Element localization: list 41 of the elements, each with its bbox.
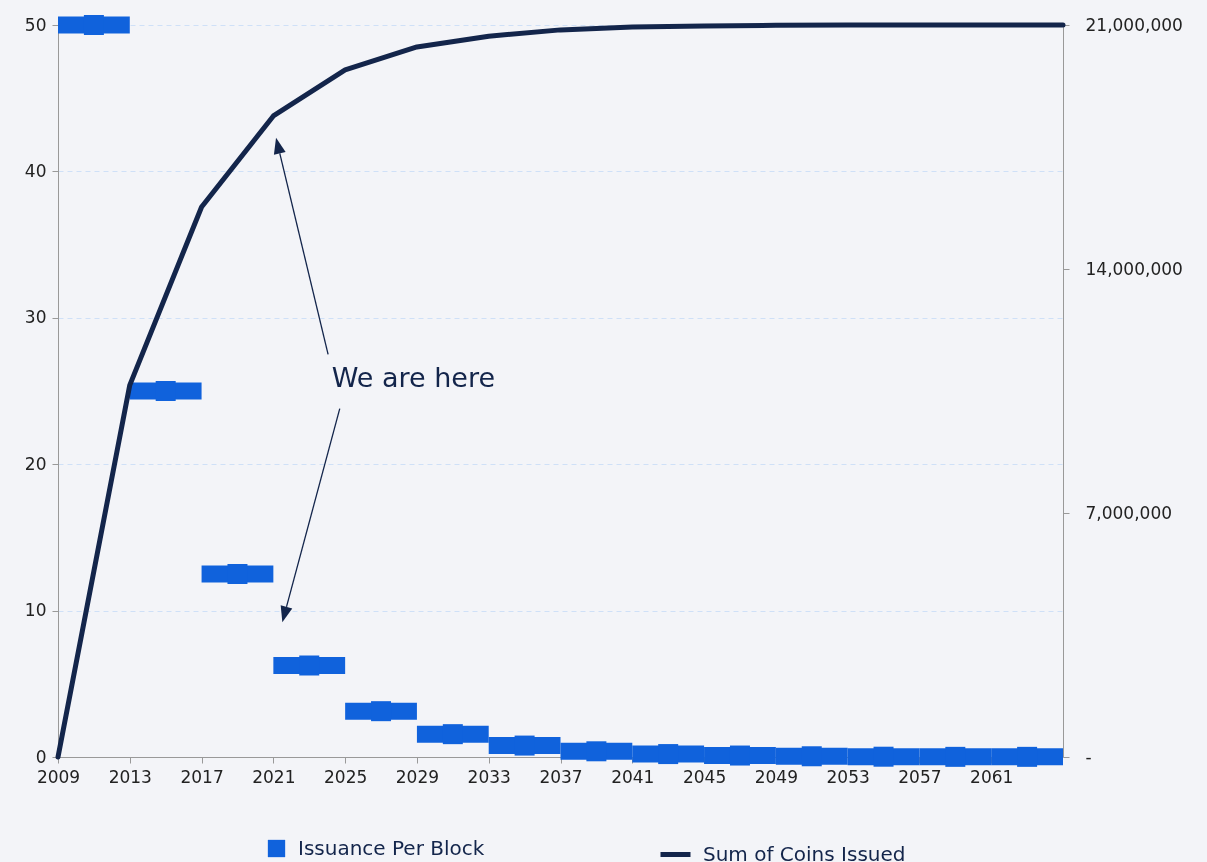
x-tick-label: 2025	[324, 766, 368, 787]
x-tick-label: 2029	[395, 766, 440, 787]
point	[227, 564, 248, 584]
point	[586, 741, 607, 762]
x-tick-label: 2049	[754, 766, 798, 787]
x-tick-label: 2037	[539, 766, 583, 787]
y2-tick-label: 21,000,000	[1085, 14, 1183, 35]
y-tick-label: 30	[24, 307, 47, 328]
point	[658, 744, 679, 765]
point	[801, 746, 822, 767]
point	[299, 655, 320, 676]
point	[442, 724, 463, 745]
point	[514, 735, 535, 756]
y2-tick-label: 14,000,000	[1085, 258, 1183, 279]
x-tick-label: 2009	[36, 766, 81, 787]
x-tick-label: 2033	[467, 766, 511, 787]
x-tick-label: 2021	[252, 766, 296, 787]
point	[1017, 746, 1038, 767]
x-tick-label: 2017	[180, 766, 224, 787]
point	[371, 701, 392, 722]
y-tick-label: 50	[24, 14, 47, 35]
y2-tick-label: 7,000,000	[1085, 502, 1173, 523]
y2-tick-label: -	[1085, 746, 1092, 767]
y-tick-label: 0	[35, 746, 47, 767]
x-tick-label: 2013	[108, 766, 152, 787]
legend-label: Sum of Coins Issued	[703, 841, 906, 862]
legend-label: Issuance Per Block	[298, 835, 485, 860]
point	[945, 746, 966, 767]
point	[83, 15, 104, 35]
y-tick-label: 20	[24, 453, 47, 474]
point	[155, 381, 176, 401]
x-tick-label: 2053	[826, 766, 870, 787]
y-tick-label: 40	[24, 160, 47, 181]
x-tick-label: 2041	[611, 766, 655, 787]
annotation: We are here	[331, 362, 496, 394]
x-tick-label: 2057	[898, 766, 942, 787]
point	[729, 745, 750, 766]
x-tick-label: 2061	[970, 766, 1014, 787]
point	[873, 746, 894, 767]
x-tick-label: 2045	[682, 766, 727, 787]
y-tick-label: 10	[24, 600, 47, 621]
